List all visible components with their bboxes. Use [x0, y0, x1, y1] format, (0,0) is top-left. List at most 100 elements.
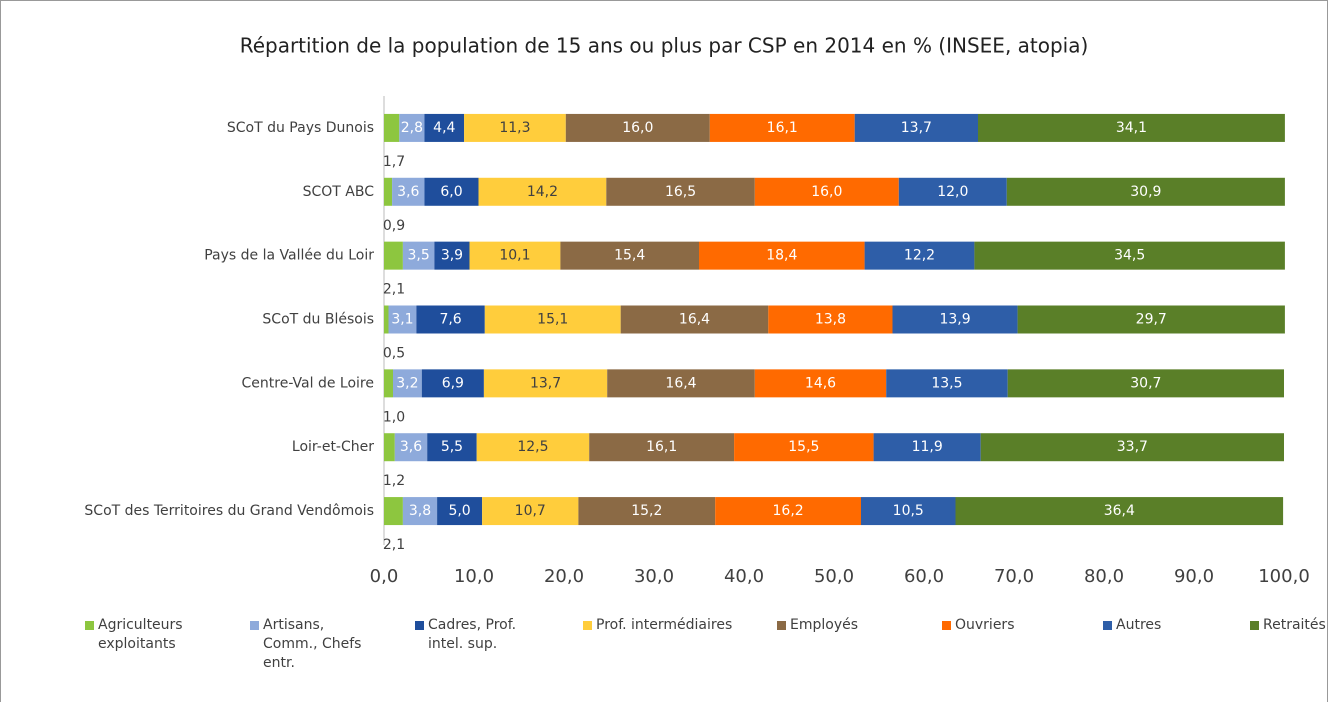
data-label: 10,7: [515, 503, 546, 519]
legend-item: Agriculteurs exploitants: [85, 616, 218, 654]
bar-segment: [578, 497, 716, 526]
data-label: 16,4: [679, 312, 710, 328]
y-tick-label: Loir-et-Cher: [292, 439, 374, 455]
x-tick-label: 0,0: [370, 566, 399, 587]
legend-item: Retraités: [1250, 616, 1328, 635]
bar-segment: [384, 305, 389, 334]
legend-item: Employés: [777, 616, 910, 635]
bar-segment: [402, 241, 435, 270]
data-label: 10,5: [893, 503, 924, 519]
data-label: 2,8: [401, 120, 423, 136]
data-label: 16,0: [811, 184, 842, 200]
bar-segment: [974, 241, 1285, 270]
data-label: 13,9: [939, 312, 970, 328]
bar-segment: [482, 497, 579, 526]
data-label: 3,9: [441, 248, 463, 264]
x-tick-label: 100,0: [1258, 566, 1310, 587]
bar-segment: [955, 497, 1284, 526]
bar-segment: [699, 241, 865, 270]
bar-segment: [434, 241, 470, 270]
data-label: 3,1: [391, 312, 413, 328]
legend-item: Prof. intermédiaires: [583, 616, 746, 635]
y-tick-label: SCOT ABC: [303, 184, 375, 200]
bar-segment: [589, 433, 735, 462]
legend-swatch: [1103, 621, 1112, 630]
bar-segment: [978, 113, 1285, 142]
data-label: 7,6: [439, 312, 461, 328]
data-label: 3,6: [397, 184, 419, 200]
bar-segment: [754, 177, 899, 206]
data-label: 13,7: [901, 120, 932, 136]
legend-swatch: [250, 621, 259, 630]
y-tick-label: SCoT du Pays Dunois: [227, 120, 374, 136]
x-tick-label: 10,0: [454, 566, 494, 587]
bar-segment: [392, 177, 425, 206]
bar-segment: [1017, 305, 1285, 334]
bar-segment: [607, 369, 755, 398]
data-label: 36,4: [1104, 503, 1135, 519]
data-label: 0,5: [383, 346, 405, 362]
legend-label: Agriculteurs exploitants: [98, 617, 183, 652]
bar-segment: [478, 177, 607, 206]
data-label: 16,5: [665, 184, 696, 200]
bar-segment: [388, 305, 417, 334]
data-label: 6,0: [440, 184, 462, 200]
bar-segment: [424, 177, 479, 206]
bar-segment: [606, 177, 755, 206]
bar-segment: [476, 433, 590, 462]
bar-segment: [484, 305, 621, 334]
data-label: 0,9: [383, 218, 405, 234]
legend-label: Retraités: [1263, 617, 1326, 633]
y-tick-label: Pays de la Vallée du Loir: [204, 248, 374, 264]
y-tick-label: SCoT du Blésois: [262, 312, 374, 328]
bar-segment: [854, 113, 978, 142]
x-tick-label: 30,0: [634, 566, 674, 587]
data-label: 15,2: [631, 503, 662, 519]
bar-segment: [1006, 177, 1285, 206]
data-label: 3,8: [409, 503, 431, 519]
bar-segment: [464, 113, 566, 142]
data-label: 1,0: [383, 409, 405, 425]
bar-segment: [384, 241, 403, 270]
data-label: 4,4: [433, 120, 455, 136]
data-label: 10,1: [499, 248, 530, 264]
data-label: 12,5: [517, 439, 548, 455]
legend-swatch: [583, 621, 592, 630]
data-label: 15,1: [537, 312, 568, 328]
data-label: 15,5: [788, 439, 819, 455]
data-label: 3,5: [408, 248, 430, 264]
data-label: 13,7: [530, 375, 561, 391]
data-label: 13,8: [815, 312, 846, 328]
x-tick-label: 20,0: [544, 566, 584, 587]
legend-swatch: [85, 621, 94, 630]
bar-segment: [483, 369, 608, 398]
data-label: 6,9: [442, 375, 464, 391]
data-label: 13,5: [931, 375, 962, 391]
data-label: 30,9: [1130, 184, 1161, 200]
bar-segment: [384, 369, 393, 398]
y-tick-label: Centre-Val de Loire: [242, 375, 374, 391]
legend-item: Artisans, Comm., Chefs entr.: [250, 616, 383, 673]
bar-segment: [416, 305, 485, 334]
bar-segment: [384, 433, 395, 462]
x-tick-label: 80,0: [1084, 566, 1124, 587]
data-label: 5,0: [448, 503, 470, 519]
data-label: 14,6: [805, 375, 836, 391]
bar-segment: [402, 497, 438, 526]
x-tick-label: 50,0: [814, 566, 854, 587]
x-tick-label: 60,0: [904, 566, 944, 587]
bar-segment: [384, 497, 403, 526]
data-label: 12,2: [904, 248, 935, 264]
legend-swatch: [942, 621, 951, 630]
bar-segment: [424, 113, 465, 142]
legend-label: Autres: [1116, 617, 1162, 633]
data-label: 30,7: [1130, 375, 1161, 391]
legend-label: Cadres, Prof. intel. sup.: [428, 617, 517, 652]
legend-item: Ouvriers: [942, 616, 1075, 635]
bar-segment: [886, 369, 1008, 398]
bar-segment: [565, 113, 710, 142]
data-label: 29,7: [1136, 312, 1167, 328]
data-label: 34,5: [1114, 248, 1145, 264]
